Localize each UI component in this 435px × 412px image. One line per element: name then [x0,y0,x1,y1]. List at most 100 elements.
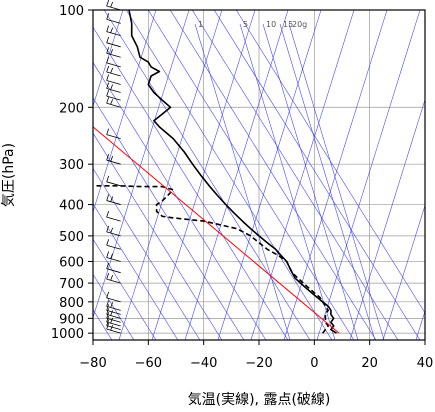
wind-barb-flag [106,312,110,319]
adiabat-line [93,97,245,340]
adiabat-line [93,132,223,340]
wind-barb-staff [106,328,121,334]
wind-barb-flag [106,194,110,201]
wind-barbs [106,0,121,334]
wind-barb-flag [106,251,110,258]
y-tick-label: 900 [59,312,84,327]
isotherm-line [316,10,421,340]
adiabat-line [93,273,135,340]
mixing-ratio-line [194,23,291,340]
adiabat-line [213,10,421,340]
adiabat-line [125,10,333,340]
sounding-series [93,10,340,334]
adiabat-line [93,238,157,340]
y-tick-label: 800 [59,296,84,311]
wind-barb-flag [106,47,110,54]
wind-barb-flag [110,253,114,259]
mixing-ratio-line [239,23,336,340]
wind-barb-flag [106,300,110,307]
wind-barb-staff [106,102,121,108]
y-tick-label: 200 [59,101,84,116]
x-axis-title: 気温(実線), 露点(破線) [188,392,331,408]
wind-barb-staff [106,42,121,48]
reference-lines [93,10,425,340]
wind-barb-staff [106,278,121,284]
wind-barb-flag [106,175,110,182]
isotherm-line [217,10,322,340]
y-axis-title: 気圧(hPa) [1,143,17,207]
wind-barb-flag [106,262,110,269]
wind-barb-staff [106,321,121,327]
isotherm-line [184,10,289,340]
wind-barb-staff [106,244,121,250]
wind-barb-flag [106,272,110,280]
wind-barb-staff [106,257,121,262]
wind-barb-staff [106,216,121,222]
isotherm-line [283,10,388,340]
wind-barb-flag [106,210,110,218]
wind-barb-flag [106,56,110,64]
mixing-ratio-label: 20g [292,20,307,29]
wind-barb-flag [110,67,114,74]
isotherm-line [382,204,425,340]
mixing-ratio-line [288,23,385,340]
mixing-ratio-line [262,23,359,340]
wind-barb-flag [106,154,110,161]
wind-barb-staff [106,200,121,205]
wind-barb-staff [106,231,121,237]
x-tick-label: −60 [135,356,162,371]
wind-barb-flag [106,315,110,323]
adiabat-line [103,10,311,340]
wind-barb-staff [106,305,121,311]
wind-barb-staff [106,5,121,11]
wind-barb-staff [106,297,121,303]
wind-barb-flag [106,36,110,43]
wind-barb-flag [110,1,114,8]
y-tick-label: 400 [59,199,84,214]
wind-barb-flag [106,74,110,81]
adiabat-line [147,10,355,340]
wind-barb-staff [106,88,121,93]
x-tick-label: 20 [361,356,378,371]
adiabat-line [169,10,377,340]
wind-barb-staff [106,52,121,58]
wind-barb-staff [106,268,121,274]
isotherm-line [93,10,157,213]
x-tick-label: −20 [245,356,272,371]
y-tick-label: 100 [59,4,84,19]
mixing-ratio-label: 15 [283,20,293,29]
wind-barb-flag [106,97,110,104]
adiabat-line [93,167,201,340]
mixing-ratio-label: 10 [266,20,276,29]
mixing-ratio-label: 1 [198,20,203,29]
wind-barb-flag [106,128,110,135]
isotherm-line [118,10,223,340]
wind-barb-staff [106,313,121,319]
wind-barb-flag [110,317,114,324]
adiabat-line [191,10,399,340]
x-tick-label: 0 [310,356,318,371]
y-tick-label: 1000 [51,327,84,342]
wind-barb-flag [110,227,114,234]
adiabat-line [93,26,289,340]
y-tick-label: 700 [59,277,84,292]
isotherm-line [93,10,190,319]
dewpoint-line [93,185,329,334]
y-tick-label: 500 [59,230,84,245]
wind-barb-flag [106,308,110,315]
isotherm-line [349,98,425,340]
wind-barb-staff [106,80,121,85]
wind-barb-staff [106,317,121,323]
y-tick-label: 600 [59,255,84,270]
wind-barb-flag [106,239,110,246]
mixing-ratio-line [279,23,376,340]
x-tick-label: −80 [79,356,106,371]
wind-barb-flag [110,325,114,331]
adiabat-line [93,62,267,340]
axis-ticks: −80 −60 −40 −20 0 20 40 100 200 300 400 500 600 700 80… [51,4,433,371]
wind-barb-staff [106,310,121,315]
wind-barb-flag [106,291,110,298]
mixing-ratio-label: 5 [243,20,248,29]
